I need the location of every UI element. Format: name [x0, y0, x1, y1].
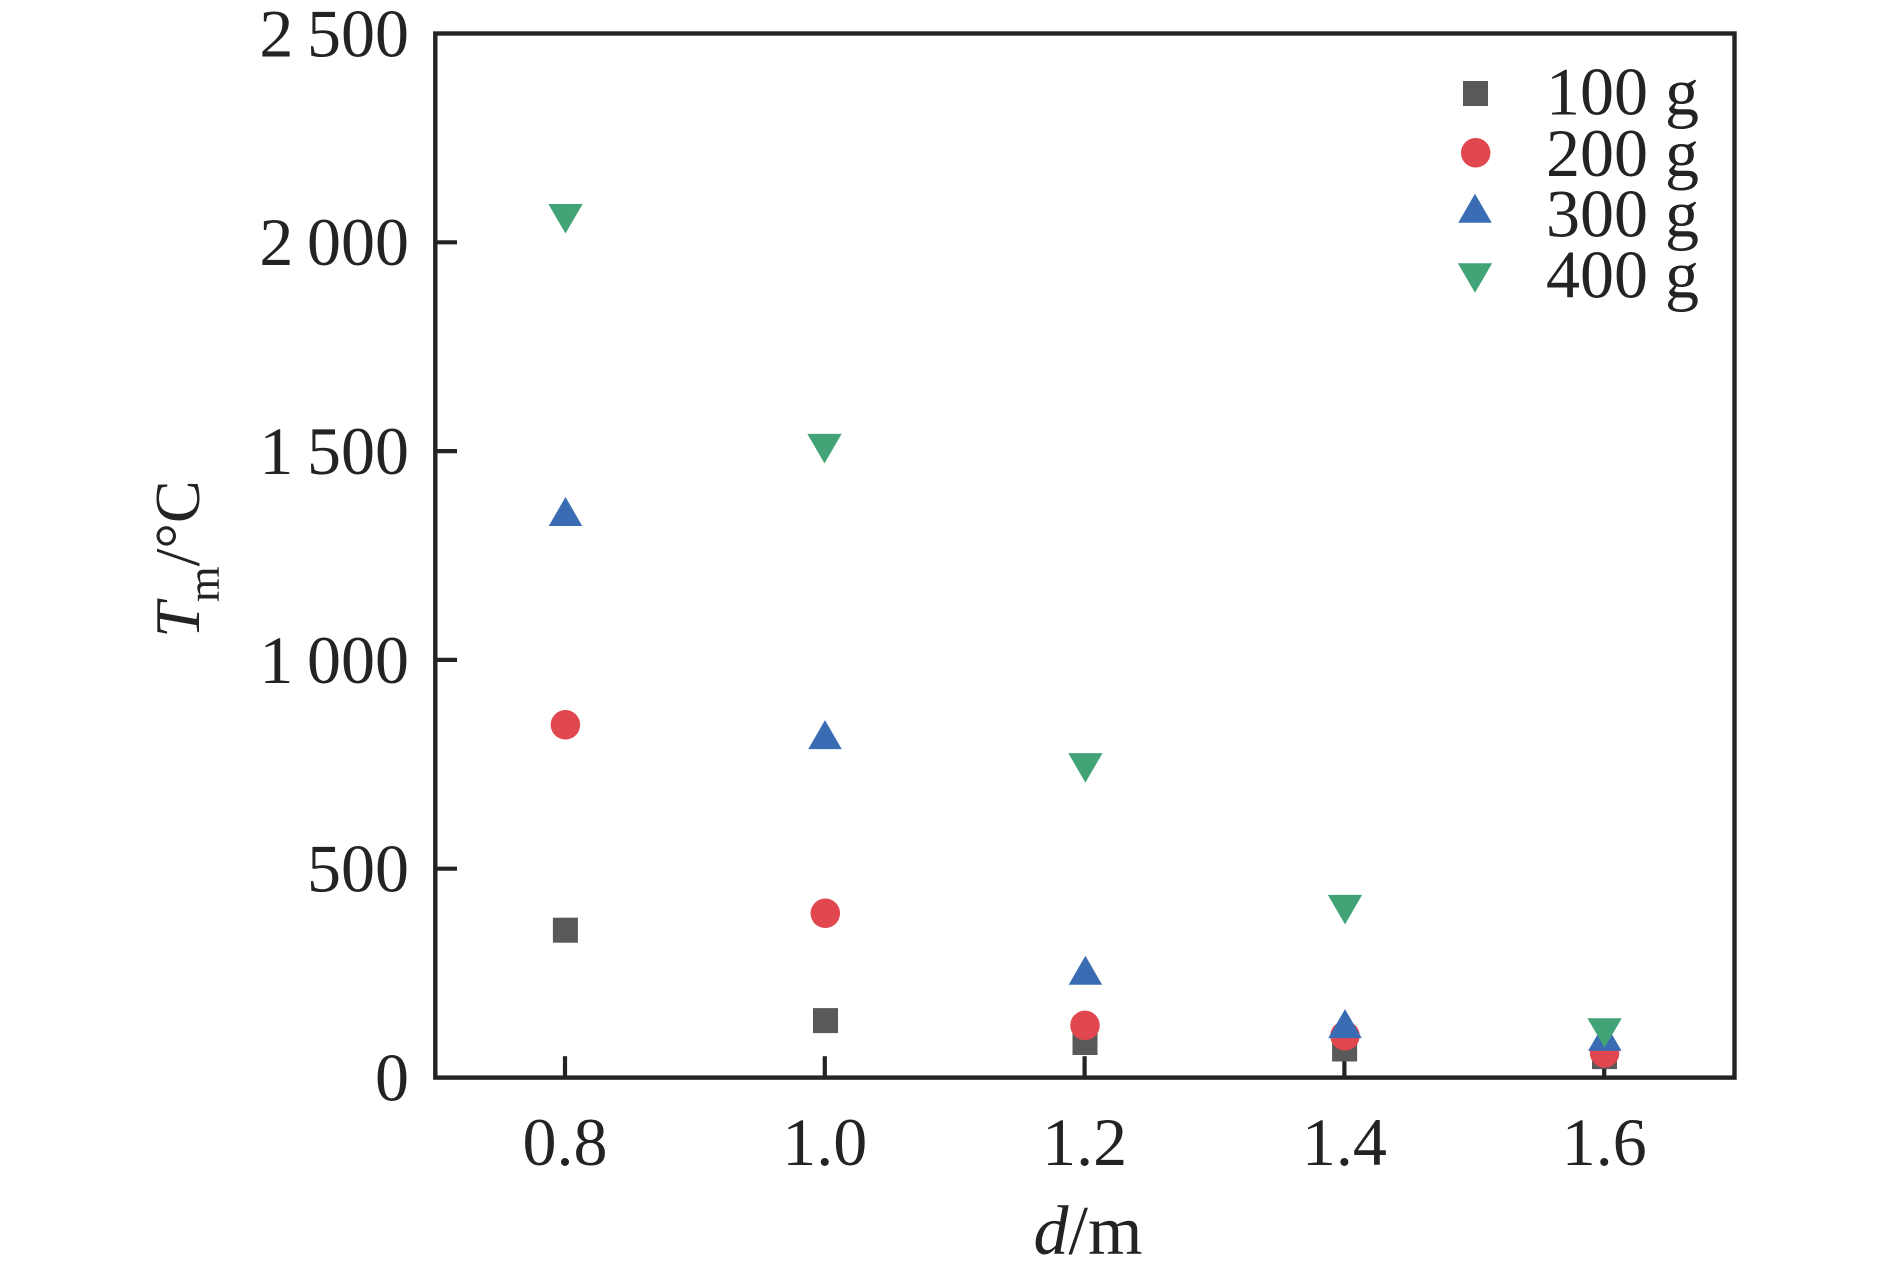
svg-text:Tm/°C: Tm/°C	[142, 480, 229, 637]
svg-text:2 500: 2 500	[259, 0, 409, 71]
svg-text:1 500: 1 500	[259, 413, 409, 489]
svg-text:1.0: 1.0	[782, 1104, 867, 1180]
svg-text:1.4: 1.4	[1302, 1104, 1387, 1180]
svg-text:1.6: 1.6	[1562, 1104, 1647, 1180]
svg-text:2 000: 2 000	[259, 204, 409, 280]
svg-text:500: 500	[307, 831, 409, 907]
svg-text:400 g: 400 g	[1546, 236, 1699, 312]
svg-text:d/m: d/m	[1034, 1193, 1143, 1270]
svg-text:200 g: 200 g	[1546, 115, 1699, 191]
svg-text:100 g: 100 g	[1546, 54, 1699, 130]
svg-text:300 g: 300 g	[1546, 176, 1699, 252]
svg-text:1 000: 1 000	[259, 622, 409, 698]
svg-text:1.2: 1.2	[1042, 1104, 1127, 1180]
svg-text:0.8: 0.8	[523, 1104, 608, 1180]
svg-text:0: 0	[375, 1040, 409, 1116]
